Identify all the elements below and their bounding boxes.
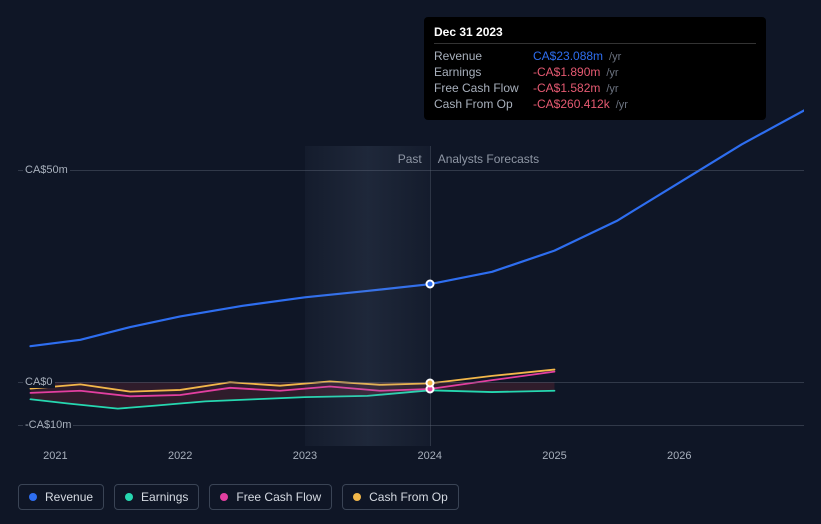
x-axis-label: 2021 <box>43 450 67 462</box>
x-axis-label: 2022 <box>168 450 192 462</box>
tooltip-row-value: -CA$260.412k <box>533 97 610 111</box>
legend-label: Revenue <box>45 490 93 504</box>
legend-dot-icon <box>125 493 133 501</box>
tooltip-date: Dec 31 2023 <box>434 25 756 44</box>
tooltip-row: Earnings -CA$1.890m/yr <box>434 64 756 80</box>
marker-cfo <box>425 379 434 388</box>
forecast-label: Analysts Forecasts <box>438 152 539 166</box>
series-area-earnings <box>30 382 554 408</box>
legend-label: Cash From Op <box>369 490 448 504</box>
legend-item-cfo[interactable]: Cash From Op <box>342 484 459 510</box>
tooltip-row-unit: /yr <box>606 83 618 95</box>
past-forecast-divider <box>430 146 431 446</box>
gridline <box>18 425 804 426</box>
y-axis-label: -CA$10m <box>23 419 73 431</box>
tooltip-row: Revenue CA$23.088m/yr <box>434 48 756 64</box>
legend-label: Free Cash Flow <box>236 490 321 504</box>
tooltip-row: Free Cash Flow -CA$1.582m/yr <box>434 80 756 96</box>
tooltip-row-label: Cash From Op <box>434 97 527 111</box>
legend-dot-icon <box>220 493 228 501</box>
tooltip-row-value: -CA$1.582m <box>533 81 600 95</box>
legend-label: Earnings <box>141 490 188 504</box>
tooltip-body: Revenue CA$23.088m/yr Earnings -CA$1.890m/y… <box>434 48 756 112</box>
marker-revenue <box>425 280 434 289</box>
gridline <box>18 170 804 171</box>
gridline <box>18 382 804 383</box>
tooltip-row-value: -CA$1.890m <box>533 65 600 79</box>
tooltip-row: Cash From Op -CA$260.412k/yr <box>434 96 756 112</box>
legend: Revenue Earnings Free Cash Flow Cash From O… <box>18 484 459 510</box>
tooltip-row-unit: /yr <box>606 67 618 79</box>
legend-item-fcf[interactable]: Free Cash Flow <box>209 484 332 510</box>
tooltip-row-label: Revenue <box>434 49 527 63</box>
legend-dot-icon <box>29 493 37 501</box>
y-axis-label: CA$50m <box>23 164 70 176</box>
tooltip-row-label: Earnings <box>434 65 527 79</box>
legend-dot-icon <box>353 493 361 501</box>
x-axis-label: 2026 <box>667 450 691 462</box>
tooltip-row-unit: /yr <box>609 51 621 63</box>
x-axis-label: 2023 <box>293 450 317 462</box>
series-line-revenue <box>30 110 804 346</box>
past-label: Past <box>398 152 422 166</box>
y-axis-label: CA$0 <box>23 376 55 388</box>
tooltip-row-unit: /yr <box>616 99 628 111</box>
tooltip-row-value: CA$23.088m <box>533 49 603 63</box>
x-axis-label: 2025 <box>542 450 566 462</box>
legend-item-revenue[interactable]: Revenue <box>18 484 104 510</box>
x-axis-label: 2024 <box>417 450 441 462</box>
legend-item-earnings[interactable]: Earnings <box>114 484 199 510</box>
tooltip-row-label: Free Cash Flow <box>434 81 527 95</box>
hover-tooltip: Dec 31 2023 RevenueCA$23.088m/yrEarnings… <box>424 17 766 120</box>
x-axis: 2021 2022 2023 2024 2025 2026 <box>18 450 804 470</box>
